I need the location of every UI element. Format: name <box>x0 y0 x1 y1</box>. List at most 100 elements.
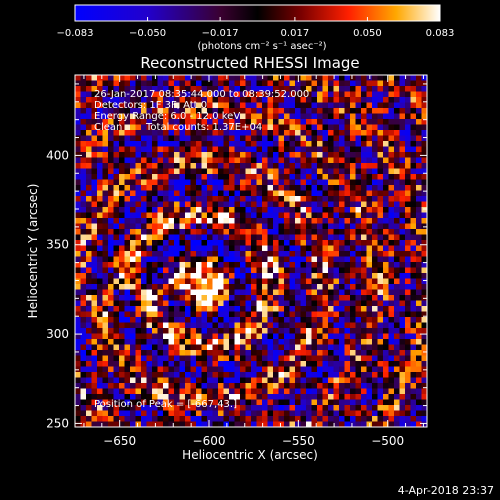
heatmap-cell <box>245 157 252 164</box>
heatmap-cell <box>163 361 169 367</box>
heatmap-cell <box>146 97 153 103</box>
heatmap-cell <box>421 421 427 427</box>
heatmap-cell <box>300 234 307 241</box>
heatmap-cell <box>196 284 202 290</box>
heatmap-cell <box>245 124 252 131</box>
heatmap-cell <box>355 284 362 290</box>
heatmap-cell <box>108 86 114 92</box>
heatmap-cell <box>75 124 81 131</box>
heatmap-cell <box>218 405 224 411</box>
heatmap-cell <box>344 86 351 92</box>
heatmap-cell <box>168 223 175 230</box>
heatmap-cell <box>80 135 87 142</box>
heatmap-cell <box>102 322 109 329</box>
heatmap-cell <box>102 152 109 158</box>
heatmap-cell <box>278 86 285 92</box>
heatmap-cell <box>262 146 268 153</box>
heatmap-cell <box>289 185 296 191</box>
heatmap-cell <box>245 284 252 290</box>
heatmap-cell <box>388 86 395 92</box>
heatmap-cell <box>410 190 417 197</box>
heatmap-cell <box>372 124 378 131</box>
heatmap-cell <box>388 146 395 153</box>
heatmap-cell <box>372 383 378 389</box>
heatmap-cell <box>284 344 290 351</box>
heatmap-cell <box>223 207 230 213</box>
heatmap-cell <box>179 102 186 109</box>
heatmap-cell <box>201 174 208 180</box>
heatmap-cell <box>317 273 323 279</box>
heatmap-cell <box>229 190 235 197</box>
heatmap-cell <box>97 190 103 197</box>
x-axis-label: Heliocentric X (arcsec) <box>182 448 318 462</box>
heatmap-cell <box>295 185 301 191</box>
heatmap-cell <box>108 333 114 340</box>
heatmap-cell <box>361 80 367 87</box>
heatmap-cell <box>218 410 224 417</box>
heatmap-cell <box>328 377 334 384</box>
heatmap-cell <box>300 311 307 318</box>
heatmap-cell <box>289 179 296 186</box>
heatmap-cell <box>311 388 318 395</box>
y-tick-label: 250 <box>46 416 69 430</box>
heatmap-cell <box>317 262 323 268</box>
heatmap-cell <box>141 350 147 356</box>
heatmap-cell <box>289 372 296 378</box>
heatmap-cell <box>361 190 367 197</box>
heatmap-cell <box>295 306 301 312</box>
heatmap-cell <box>366 135 373 142</box>
heatmap-cell <box>300 399 307 406</box>
heatmap-cell <box>108 267 114 274</box>
heatmap-cell <box>416 80 422 87</box>
heatmap-cell <box>179 218 186 224</box>
heatmap-cell <box>152 278 158 285</box>
heatmap-cell <box>152 372 158 378</box>
heatmap-cell <box>333 234 340 241</box>
heatmap-cell <box>355 251 362 257</box>
heatmap-cell <box>350 240 356 246</box>
heatmap-cell <box>317 119 323 125</box>
heatmap-cell <box>201 168 208 175</box>
heatmap-cell <box>141 278 147 285</box>
heatmap-cell <box>405 372 411 378</box>
heatmap-cell <box>317 201 323 208</box>
heatmap-cell <box>295 377 301 384</box>
heatmap-cell <box>355 355 362 362</box>
heatmap-cell <box>185 185 191 191</box>
heatmap-cell <box>262 196 268 202</box>
heatmap-cell <box>278 344 285 351</box>
heatmap-cell <box>157 124 164 131</box>
heatmap-cell <box>388 234 395 241</box>
heatmap-cell <box>168 119 175 125</box>
heatmap-cell <box>344 311 351 318</box>
heatmap-cell <box>207 300 213 307</box>
heatmap-cell <box>311 399 318 406</box>
heatmap-cell <box>91 366 98 373</box>
heatmap-cell <box>190 119 197 125</box>
heatmap-cell <box>75 322 81 329</box>
heatmap-cell <box>80 344 87 351</box>
heatmap-cell <box>273 300 279 307</box>
heatmap-cell <box>102 190 109 197</box>
heatmap-cell <box>300 201 307 208</box>
heatmap-cell <box>328 240 334 246</box>
heatmap-cell <box>124 91 131 98</box>
heatmap-cell <box>146 383 153 389</box>
heatmap-cell <box>113 328 120 334</box>
heatmap-cell <box>405 328 411 334</box>
heatmap-cell <box>311 223 318 230</box>
heatmap-cell <box>366 366 373 373</box>
heatmap-cell <box>333 75 340 81</box>
heatmap-cell <box>163 421 169 427</box>
heatmap-cell <box>223 372 230 378</box>
heatmap-cell <box>113 157 120 164</box>
heatmap-cell <box>212 190 219 197</box>
heatmap-cell <box>179 372 186 378</box>
heatmap-cell <box>168 157 175 164</box>
heatmap-cell <box>333 377 340 384</box>
heatmap-cell <box>262 328 268 334</box>
heatmap-cell <box>273 306 279 312</box>
heatmap-cell <box>168 317 175 323</box>
heatmap-cell <box>229 97 235 103</box>
heatmap-cell <box>355 328 362 334</box>
